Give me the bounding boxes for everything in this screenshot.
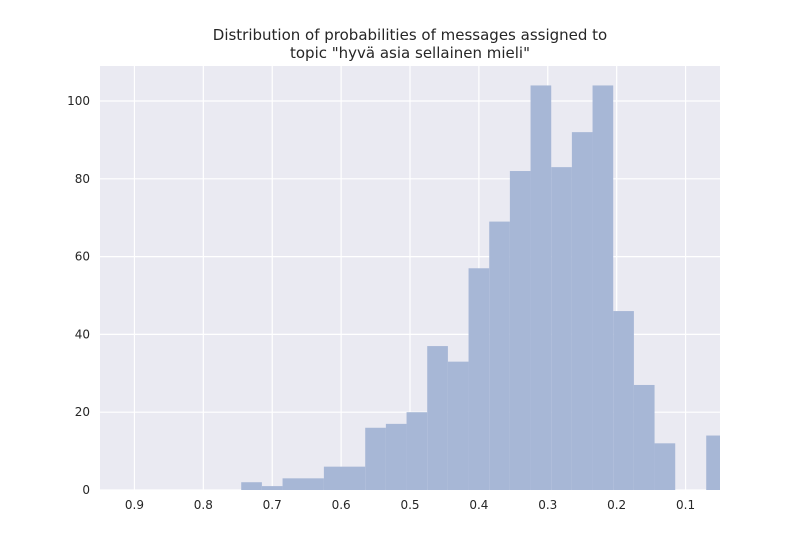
y-tick-label: 80 bbox=[75, 172, 90, 186]
histogram-bar bbox=[385, 423, 407, 490]
x-tick-label: 0.3 bbox=[538, 498, 557, 512]
histogram-bar bbox=[282, 478, 324, 490]
histogram-bar bbox=[633, 384, 655, 490]
x-tick-label: 0.9 bbox=[125, 498, 144, 512]
histogram-bar bbox=[613, 311, 634, 490]
histogram-bar bbox=[489, 221, 510, 491]
histogram-bar bbox=[261, 486, 283, 490]
y-tick-label: 40 bbox=[75, 327, 90, 341]
x-tick-label: 0.2 bbox=[607, 498, 626, 512]
x-tick-label: 0.6 bbox=[332, 498, 351, 512]
histogram-bar bbox=[706, 435, 720, 490]
x-tick-label: 0.7 bbox=[263, 498, 282, 512]
histogram-bar bbox=[551, 167, 572, 490]
histogram-bar bbox=[323, 466, 366, 490]
histogram-bar bbox=[654, 443, 676, 490]
y-tick-label: 100 bbox=[67, 94, 90, 108]
x-tick-label: 0.1 bbox=[676, 498, 695, 512]
histogram-bar bbox=[509, 171, 531, 490]
histogram-bar bbox=[427, 346, 448, 490]
y-axis-ticks: 0 20 40 60 80 100 bbox=[67, 94, 90, 497]
histogram-bar bbox=[530, 85, 552, 491]
x-tick-label: 0.5 bbox=[400, 498, 419, 512]
chart-title-line-1: Distribution of probabilities of message… bbox=[213, 26, 607, 44]
histogram-bar bbox=[571, 132, 593, 491]
y-tick-label: 60 bbox=[75, 250, 90, 264]
x-axis-ticks: 0.9 0.8 0.7 0.6 0.5 0.4 0.3 0.2 0.1 bbox=[125, 498, 695, 512]
histogram-bar bbox=[447, 361, 469, 490]
histogram-bars bbox=[241, 85, 720, 491]
y-tick-label: 0 bbox=[82, 483, 90, 497]
chart-title-line-2: topic "hyvä asia sellainen mieli" bbox=[290, 44, 530, 62]
histogram-bar bbox=[468, 268, 490, 490]
histogram-bar bbox=[592, 85, 614, 491]
x-tick-label: 0.8 bbox=[194, 498, 213, 512]
histogram-bar bbox=[365, 427, 386, 490]
x-tick-label: 0.4 bbox=[469, 498, 488, 512]
y-tick-label: 20 bbox=[75, 405, 90, 419]
histogram-bar bbox=[406, 412, 428, 490]
histogram-bar bbox=[241, 482, 262, 490]
